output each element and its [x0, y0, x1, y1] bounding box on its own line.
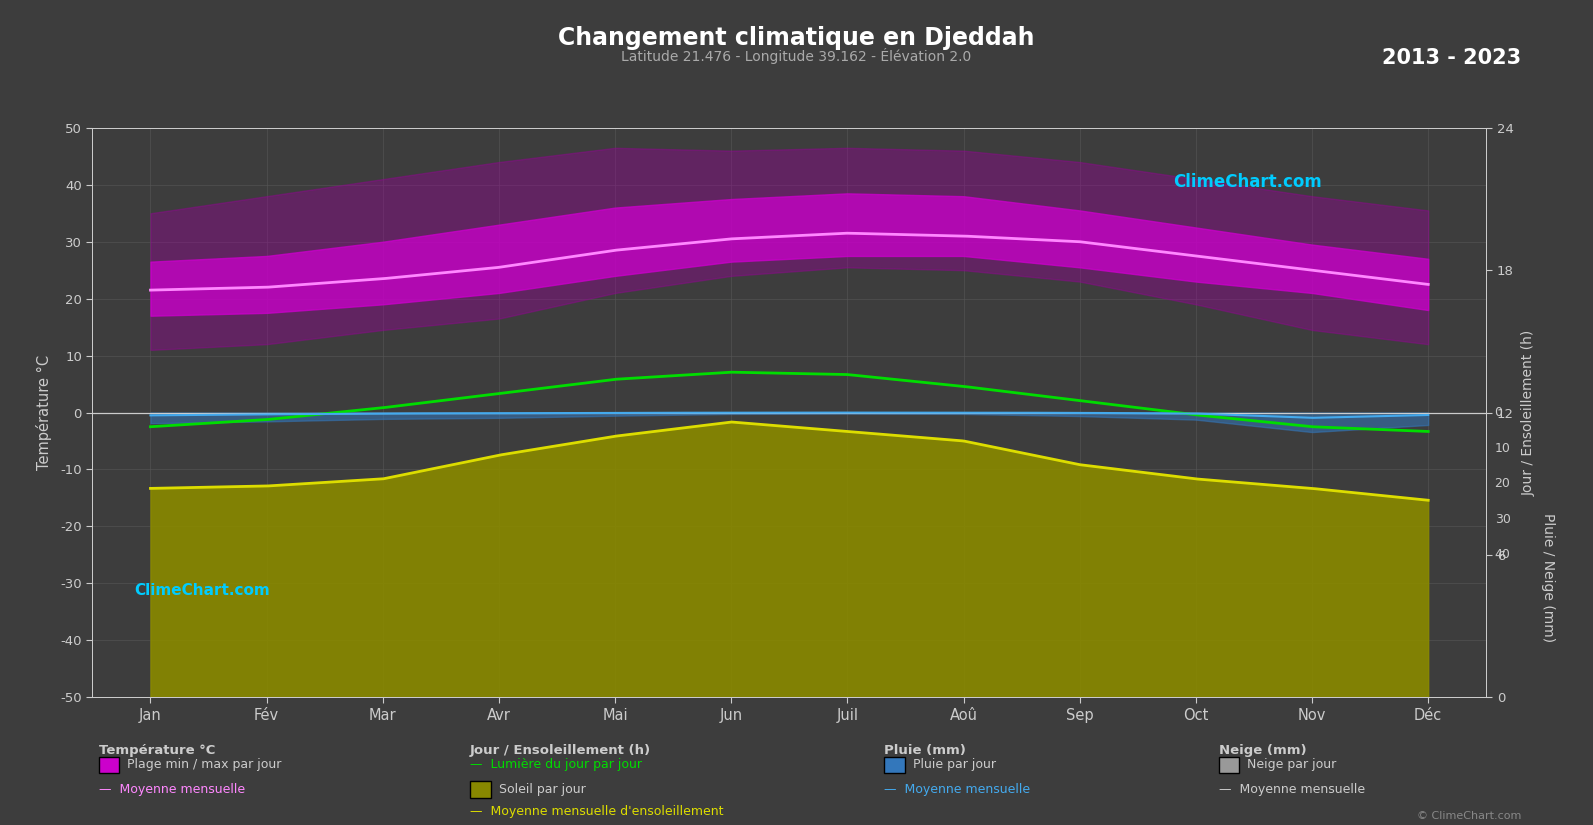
Text: —  Lumière du jour par jour: — Lumière du jour par jour	[470, 758, 642, 771]
Text: —  Moyenne mensuelle: — Moyenne mensuelle	[99, 783, 245, 796]
Text: 30: 30	[1494, 512, 1510, 526]
Text: 2013 - 2023: 2013 - 2023	[1383, 48, 1521, 68]
Text: ClimeChart.com: ClimeChart.com	[1172, 173, 1322, 191]
Text: Neige par jour: Neige par jour	[1247, 758, 1337, 771]
Text: —  Moyenne mensuelle d'ensoleillement: — Moyenne mensuelle d'ensoleillement	[470, 805, 723, 818]
Text: Plage min / max par jour: Plage min / max par jour	[127, 758, 282, 771]
Text: ClimeChart.com: ClimeChart.com	[134, 583, 269, 598]
Text: 40: 40	[1494, 549, 1510, 561]
Text: 20: 20	[1494, 477, 1510, 490]
Text: Pluie par jour: Pluie par jour	[913, 758, 996, 771]
Text: Neige (mm): Neige (mm)	[1219, 744, 1306, 757]
Text: Pluie (mm): Pluie (mm)	[884, 744, 965, 757]
Text: —  Moyenne mensuelle: — Moyenne mensuelle	[1219, 783, 1365, 796]
Text: 0: 0	[1494, 406, 1502, 419]
Y-axis label: Jour / Ensoleillement (h): Jour / Ensoleillement (h)	[1521, 329, 1536, 496]
Text: —  Moyenne mensuelle: — Moyenne mensuelle	[884, 783, 1031, 796]
Text: Température °C: Température °C	[99, 744, 215, 757]
Text: Jour / Ensoleillement (h): Jour / Ensoleillement (h)	[470, 744, 652, 757]
Text: Latitude 21.476 - Longitude 39.162 - Élévation 2.0: Latitude 21.476 - Longitude 39.162 - Élé…	[621, 48, 972, 64]
Text: © ClimeChart.com: © ClimeChart.com	[1416, 811, 1521, 821]
Text: Changement climatique en Djeddah: Changement climatique en Djeddah	[558, 26, 1035, 50]
Text: Pluie / Neige (mm): Pluie / Neige (mm)	[1542, 513, 1555, 642]
Text: 10: 10	[1494, 441, 1510, 455]
Text: Soleil par jour: Soleil par jour	[499, 783, 585, 796]
Y-axis label: Température °C: Température °C	[37, 355, 53, 470]
